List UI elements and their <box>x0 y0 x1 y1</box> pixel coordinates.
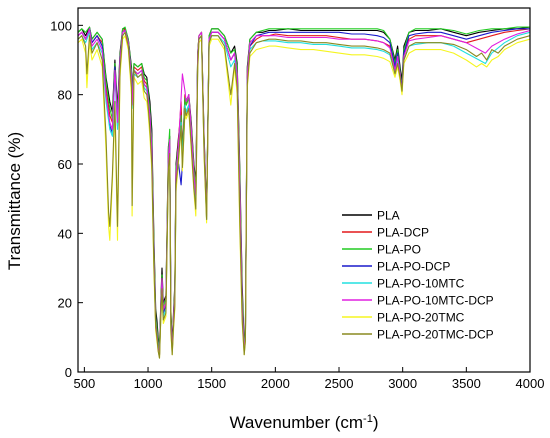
legend-label-1: PLA <box>377 209 400 223</box>
y-tick-label: 40 <box>58 226 72 241</box>
legend-label-4: PLA-PO-DCP <box>377 260 450 274</box>
legend: PLA PLA-DCP PLA-PO PLA-PO-DCP PLA-PO-10MTC PL… <box>342 209 494 342</box>
legend-label-3: PLA-PO <box>377 243 421 257</box>
series-line-8 <box>78 31 530 359</box>
y-tick-label: 0 <box>65 365 72 380</box>
y-tick-label: 20 <box>58 296 72 311</box>
x-tick-label: 4000 <box>516 376 545 391</box>
plot-lines <box>78 26 530 359</box>
y-axis-title: Transmittance (%) <box>5 132 24 270</box>
tick-labels: 500 1000 1500 2000 2500 3000 3500 4000 0 20 40 60 80… <box>50 18 544 391</box>
legend-label-6: PLA-PO-10MTC-DCP <box>377 294 494 308</box>
y-tick-label: 60 <box>58 157 72 172</box>
legend-label-2: PLA-DCP <box>377 226 429 240</box>
axes <box>77 7 531 373</box>
x-axis-title: Wavenumber (cm-1) <box>230 413 379 432</box>
x-tick-label: 3500 <box>452 376 481 391</box>
tick-marks <box>78 24 531 373</box>
x-tick-label: 2500 <box>325 376 354 391</box>
y-tick-label: 100 <box>50 18 72 33</box>
legend-label-7: PLA-PO-20TMC <box>377 311 465 325</box>
x-tick-label: 2000 <box>261 376 290 391</box>
x-tick-label: 1000 <box>134 376 163 391</box>
x-tick-label: 500 <box>74 376 96 391</box>
x-tick-label: 1500 <box>197 376 226 391</box>
plot-frame <box>77 7 531 373</box>
x-tick-label: 3000 <box>388 376 417 391</box>
legend-label-8: PLA-PO-20TMC-DCP <box>377 328 494 342</box>
legend-label-5: PLA-PO-10MTC <box>377 277 465 291</box>
y-tick-label: 80 <box>58 88 72 103</box>
